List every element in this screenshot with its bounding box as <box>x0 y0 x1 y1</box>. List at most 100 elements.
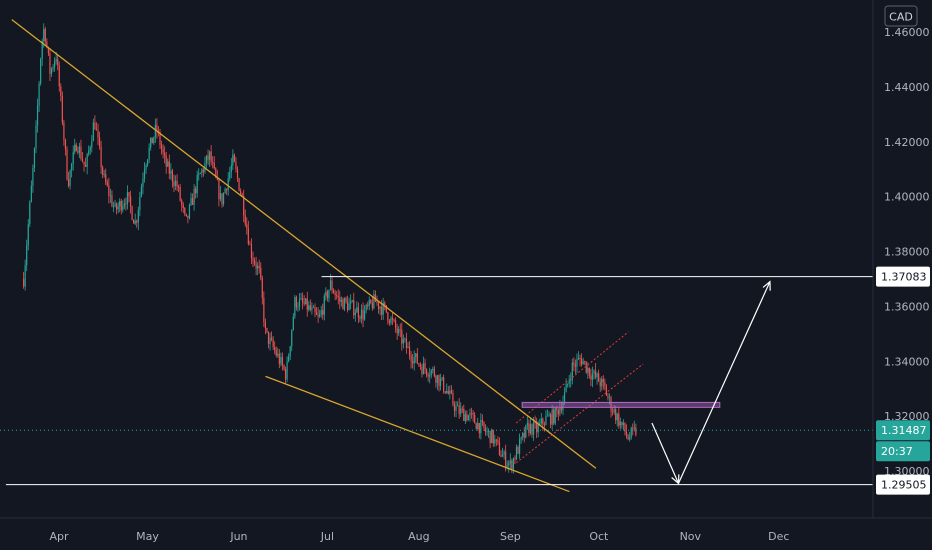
month-tick-label: May <box>136 530 159 543</box>
upper-trendline[interactable] <box>11 19 597 469</box>
candle-body <box>438 375 440 386</box>
candle-body <box>498 442 501 456</box>
candle-body <box>75 144 77 151</box>
candle-body <box>503 451 505 455</box>
candle-body <box>329 280 332 290</box>
candle-body <box>474 414 476 424</box>
candle-body <box>350 301 352 304</box>
candle-body <box>258 265 260 268</box>
channel-lower[interactable] <box>515 363 644 464</box>
candle-body <box>388 320 390 324</box>
candle-body <box>83 161 85 165</box>
candle-body <box>142 178 144 187</box>
currency-label: CAD <box>889 11 913 24</box>
candle-body <box>109 195 111 197</box>
candle-body <box>560 407 563 411</box>
candle-body <box>123 203 125 206</box>
candle-body <box>395 320 397 329</box>
candle-body <box>252 258 254 261</box>
candle-body <box>559 407 561 415</box>
candle-body <box>506 465 508 467</box>
candle-body <box>207 155 209 160</box>
candle-body <box>627 435 629 440</box>
resistance-zone[interactable] <box>521 401 721 408</box>
candle-body <box>360 309 363 319</box>
candle-body <box>322 310 324 315</box>
candle-body <box>495 439 497 441</box>
candle-body <box>339 297 341 302</box>
candle-body <box>314 307 316 313</box>
candle-body <box>317 314 319 317</box>
candle-body <box>567 383 569 385</box>
candle-body <box>188 204 191 218</box>
candle-body <box>190 198 192 205</box>
candle-body <box>399 329 401 331</box>
candle-body <box>202 169 204 172</box>
currency-button[interactable]: CAD <box>884 5 918 27</box>
candle-body <box>542 418 544 425</box>
candle-body <box>483 421 485 429</box>
candle-body <box>66 149 68 180</box>
candle-body <box>143 169 146 179</box>
candle-body <box>405 338 408 349</box>
candle-body <box>461 408 463 410</box>
candle-body <box>198 173 200 175</box>
candle-body <box>257 265 259 269</box>
candle-body <box>92 122 94 142</box>
candle-body <box>209 151 211 160</box>
candle-body <box>429 375 431 377</box>
candle-body <box>356 307 358 313</box>
candle-body <box>362 309 364 320</box>
candle-body <box>291 329 293 347</box>
candle-body <box>102 167 104 176</box>
month-tick-label: Jun <box>229 530 247 543</box>
month-tick-label: Aug <box>408 530 429 543</box>
candle-body <box>435 376 437 383</box>
price-tag-current: 1.31487 <box>876 420 930 441</box>
candle-body <box>525 425 527 438</box>
candle-body <box>587 367 589 373</box>
price-tag-label: 1.29505 <box>881 479 927 492</box>
candle-body <box>319 314 321 317</box>
price-tick-label: 1.40000 <box>884 191 930 204</box>
candle-body <box>387 312 389 321</box>
candle-body <box>491 429 493 444</box>
candle-body <box>226 188 228 191</box>
candle-body <box>119 201 121 207</box>
candle-body <box>526 423 528 426</box>
candle-body <box>613 408 615 413</box>
candle-body <box>543 424 545 426</box>
candle-body <box>145 164 147 170</box>
price-tag-label: 20:37 <box>881 445 913 458</box>
candle-body <box>164 152 166 156</box>
time-axis[interactable]: Apr May Jun Jul Aug Sep Oct Nov Dec <box>49 530 789 543</box>
candle-body <box>278 353 280 364</box>
candle-body <box>221 193 223 205</box>
candle-body <box>261 278 263 298</box>
candle-body <box>449 390 451 394</box>
candle-body <box>267 331 270 344</box>
candle-body <box>622 422 625 426</box>
candle-body <box>213 162 215 169</box>
candle-body <box>69 170 71 187</box>
candle-body <box>159 131 161 146</box>
candle-body <box>500 455 502 457</box>
price-axis[interactable]: 1.46000 1.44000 1.42000 1.40000 1.38000 1.360… <box>884 26 930 478</box>
candle-body <box>41 40 43 59</box>
candle-body <box>384 302 386 306</box>
lower-trendline[interactable] <box>265 375 570 493</box>
candle-body <box>54 61 56 67</box>
candle-body <box>593 370 595 374</box>
candle-body <box>167 161 169 167</box>
candle-body <box>629 437 631 440</box>
candle-body <box>432 368 434 371</box>
candle-body <box>484 428 487 432</box>
candle-body <box>551 409 553 425</box>
candle-body <box>548 414 550 416</box>
candle-body <box>72 152 74 164</box>
candle-body <box>182 204 184 208</box>
candle-body <box>382 302 384 315</box>
candle-body <box>179 186 181 201</box>
candle-body <box>458 405 460 414</box>
